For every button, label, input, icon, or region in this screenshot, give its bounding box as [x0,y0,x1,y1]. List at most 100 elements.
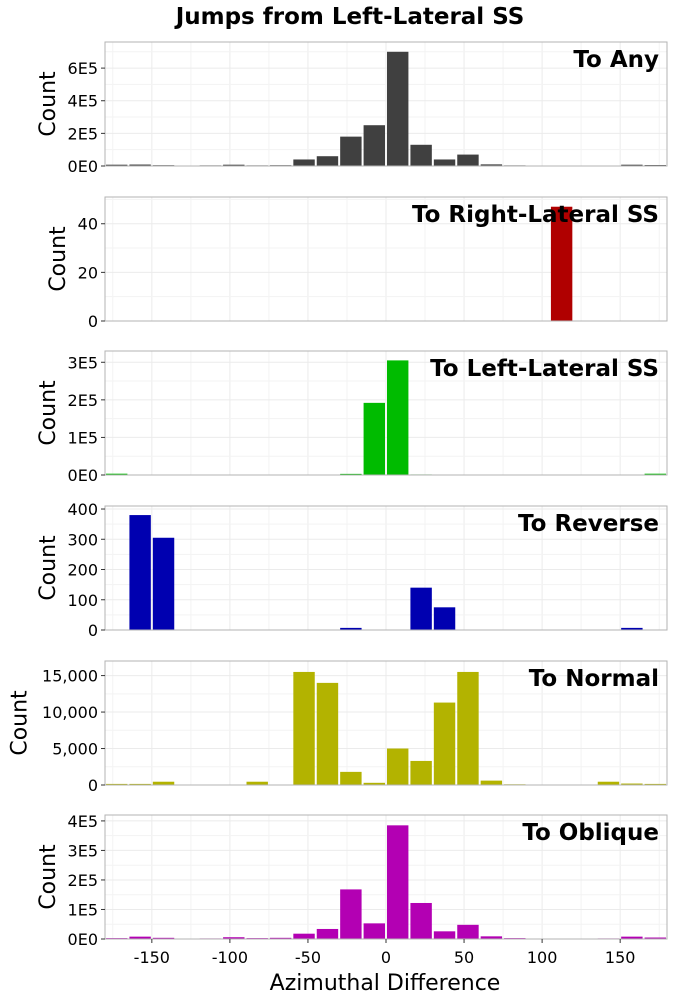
panels: 0E0 2E5 4E5 6E5 Count To Any 0 20 40 Count To Righ… [7,41,668,949]
bar [129,936,151,939]
bar [433,607,456,630]
bar [363,923,385,939]
bar [269,937,292,939]
bar [293,933,315,939]
bar [106,473,128,475]
panel-border [104,41,668,167]
bar [621,936,643,939]
bar [293,671,315,785]
y-tick-label: 15,000 [42,667,98,686]
x-axis: -150 -100 -50 0 50 100 150 [134,939,636,967]
bar [246,781,268,785]
bar [106,164,128,166]
bar [223,164,245,166]
bar [644,473,666,475]
y-axis-label: Count [36,71,61,137]
bar [410,760,432,785]
bar [152,781,175,785]
panel-6: 0E0 1E5 2E5 3E5 4E5 Count To Oblique [36,812,668,949]
bar [152,537,175,630]
panel-title: To Oblique [522,820,659,846]
panel-2: 0 20 40 Count To Right-Lateral SS [46,196,668,331]
bar [433,159,456,166]
bar [387,748,409,785]
bar [129,515,151,630]
y-tick-label: 1E5 [68,900,98,919]
panel-4: 0 100 200 300 400 Count To Reverse [36,500,668,640]
bar [340,771,362,785]
bar [129,783,151,785]
y-tick-label: 3E5 [68,353,98,372]
bar [410,587,432,630]
x-tick-label: 100 [527,948,558,967]
y-axis-label: Count [36,380,61,446]
bar [621,627,643,630]
y-tick-label: 3E5 [68,841,98,860]
bar [597,781,620,785]
y-tick-label: 1E5 [68,428,98,447]
y-tick-label: 0E0 [68,157,98,176]
y-tick-label: 0 [88,621,98,640]
y-tick-label: 40 [78,215,98,234]
y-tick-label: 0E0 [68,466,98,485]
x-axis-label: Azimuthal Difference [270,971,501,996]
y-tick-label: 10,000 [42,703,98,722]
bar [387,360,409,475]
bar [316,928,339,939]
y-tick-label: 4E5 [68,92,98,111]
bar [363,402,385,475]
y-tick-label: 2E5 [68,871,98,890]
y-axis-label: Count [36,535,61,601]
figure-title: Jumps from Left-Lateral SS [174,4,525,30]
panel-border [104,196,668,322]
bar [387,51,409,166]
bar [480,936,503,939]
bar [621,164,643,166]
panel-title: To Left-Lateral SS [430,356,659,382]
bar [129,164,151,166]
bar [340,627,362,630]
x-tick-label: -150 [134,948,170,967]
panel-title: To Reverse [518,511,659,537]
bar [457,671,479,785]
x-tick-label: -50 [295,948,321,967]
x-tick-label: 50 [454,948,474,967]
bar [363,782,385,785]
y-tick-label: 0E0 [68,930,98,949]
y-tick-label: 20 [78,263,98,282]
x-tick-label: 0 [381,948,391,967]
y-tick-label: 400 [67,500,98,519]
bar [340,136,362,166]
y-tick-label: 4E5 [68,812,98,831]
panel-border [104,350,668,476]
bar [106,783,128,785]
panel-1: 0E0 2E5 4E5 6E5 Count To Any [36,41,668,176]
y-axis-label: Count [7,690,32,756]
bar [644,937,666,939]
bar [480,164,503,166]
y-tick-label: 2E5 [68,391,98,410]
y-tick-label: 5,000 [52,740,98,759]
y-tick-label: 100 [67,591,98,610]
bar [433,702,456,785]
y-tick-label: 0 [88,312,98,331]
panel-3: 0E0 1E5 2E5 3E5 Count To Left-Lateral SS [36,350,668,485]
panel-border [104,505,668,631]
bar [223,937,245,939]
bar [644,783,666,785]
bar [316,156,339,166]
bar [457,924,479,939]
bar [457,154,479,166]
y-axis-label: Count [36,844,61,910]
y-tick-label: 2E5 [68,124,98,143]
bar [387,825,409,939]
bar [410,144,432,166]
x-tick-label: 150 [605,948,636,967]
y-tick-label: 200 [67,561,98,580]
bar [363,125,385,166]
bar [340,889,362,939]
y-tick-label: 300 [67,530,98,549]
y-tick-label: 6E5 [68,59,98,78]
bar [410,902,432,939]
